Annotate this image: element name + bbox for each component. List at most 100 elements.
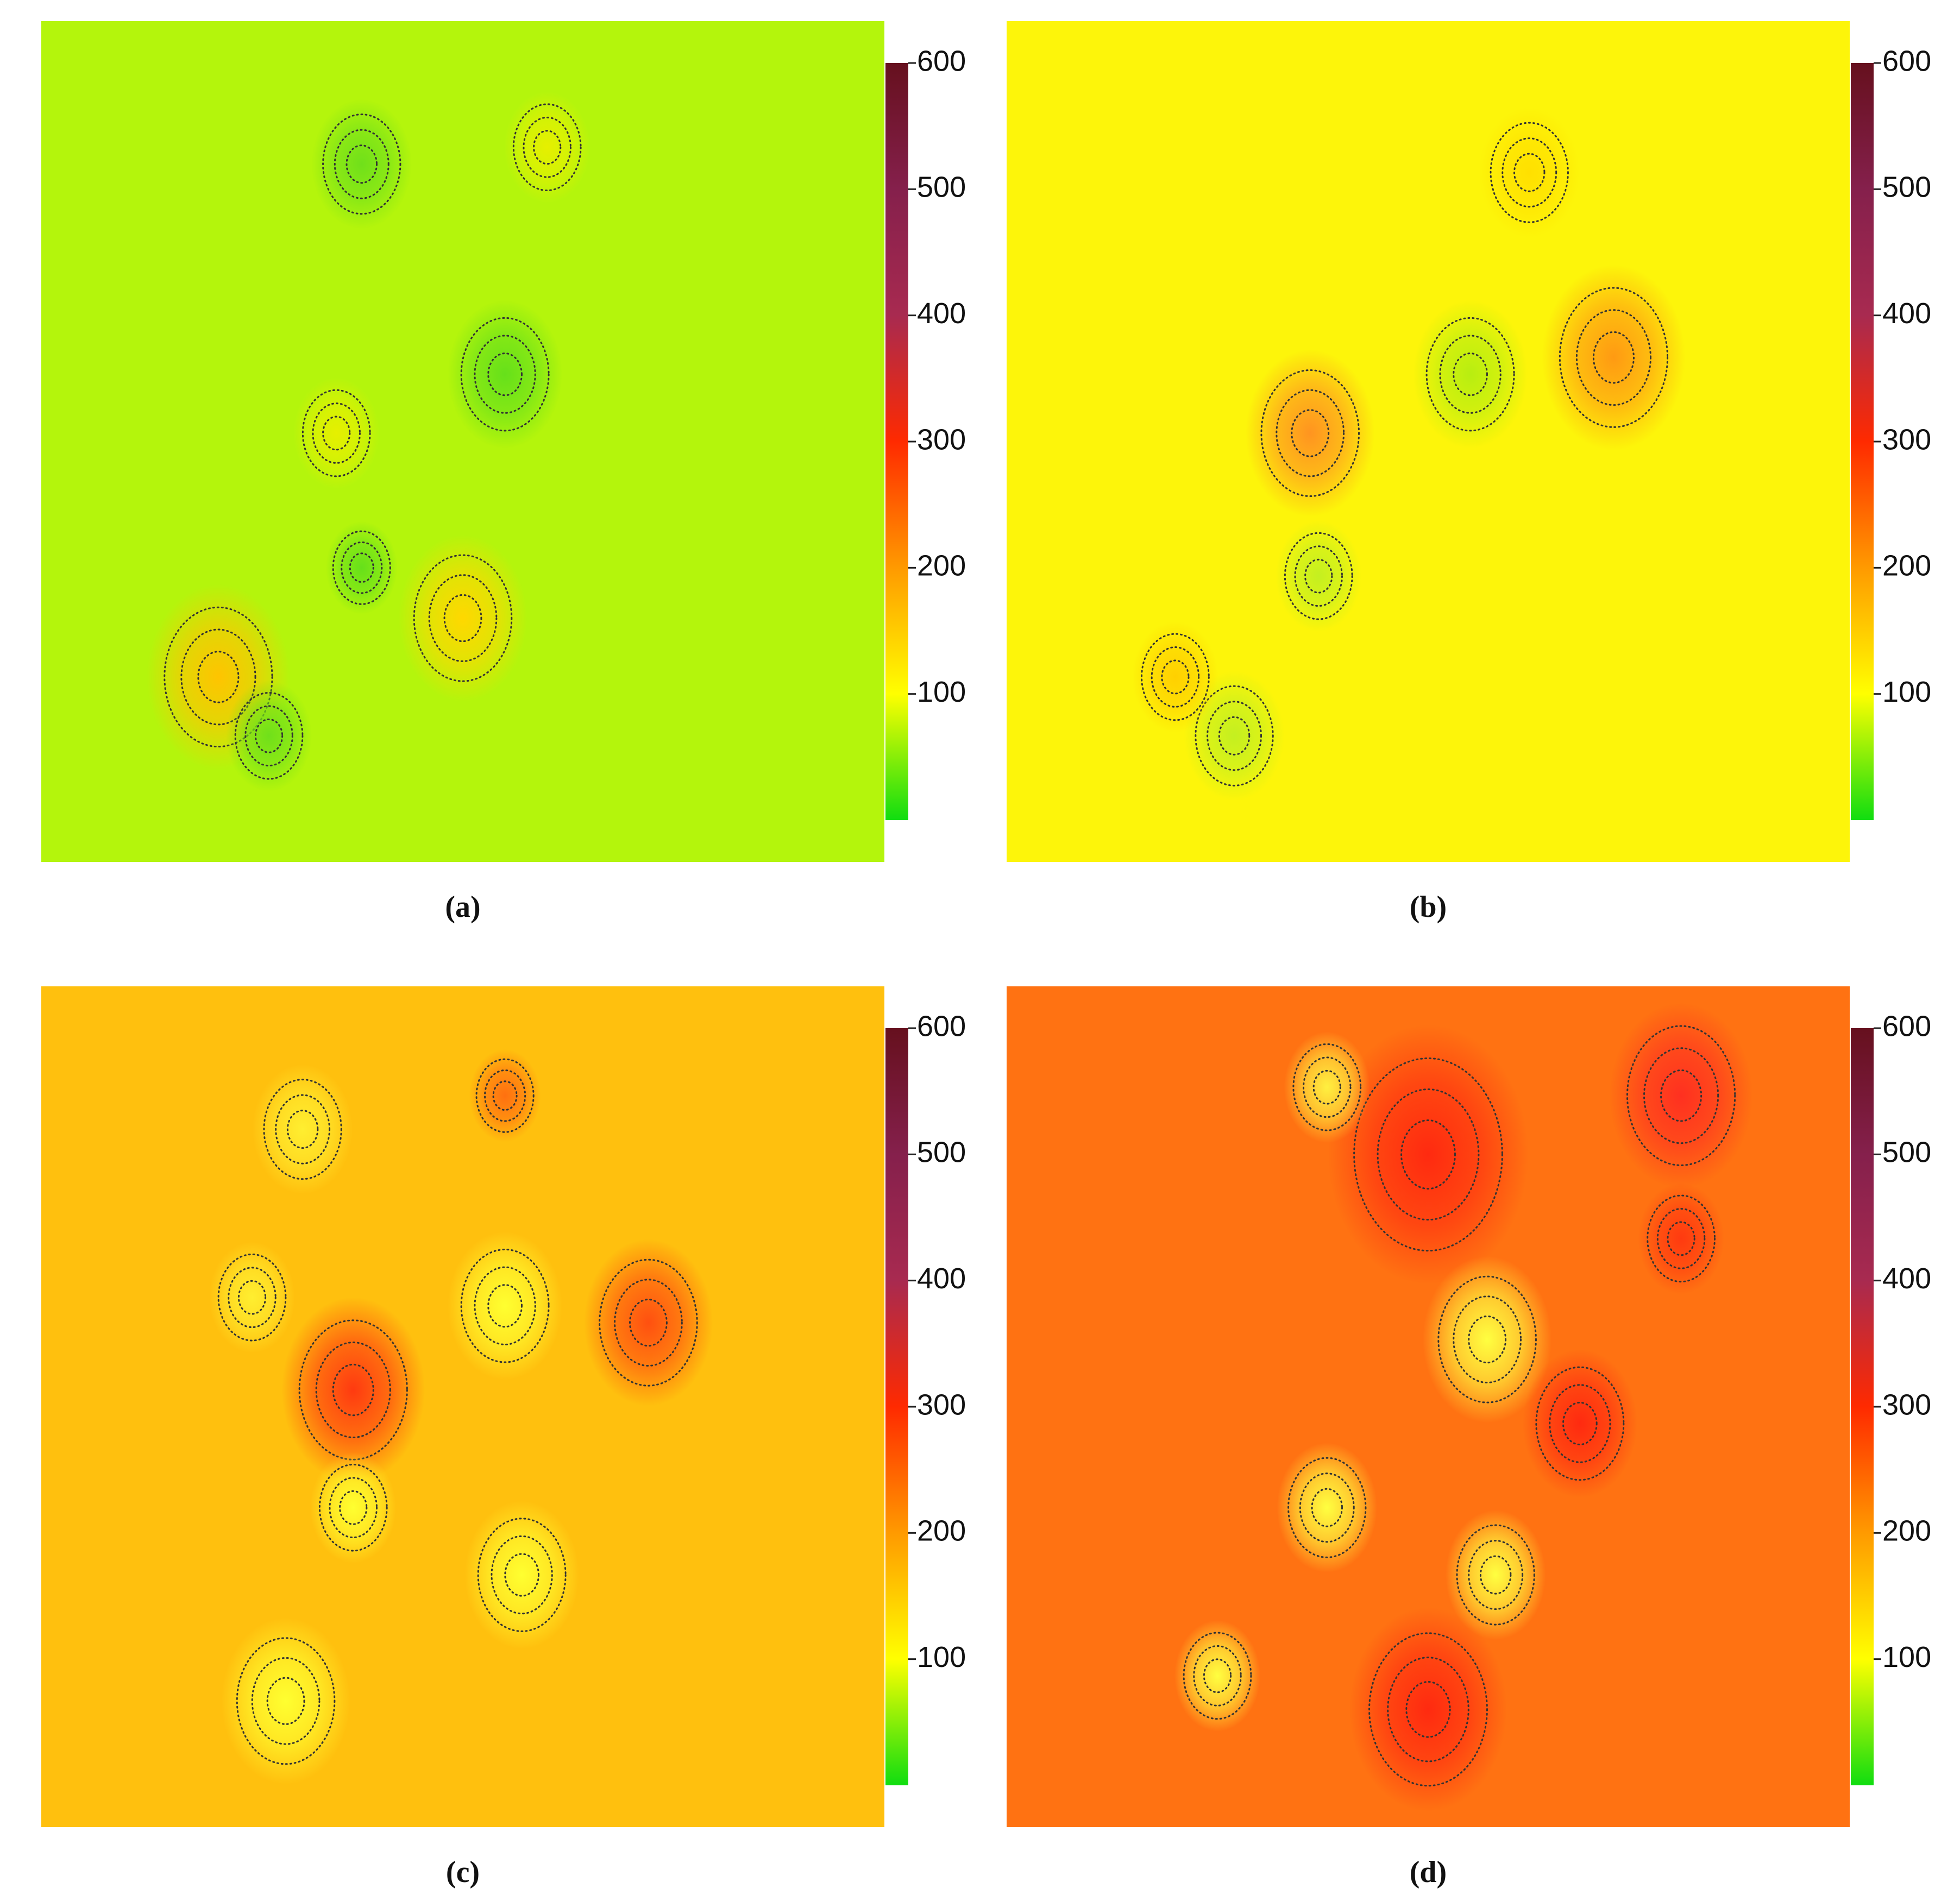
contour-line [1479,1555,1512,1595]
contour-line [1276,389,1345,477]
contour-line [1368,1632,1488,1787]
field-blob [464,1501,580,1650]
field-blob [310,1452,397,1564]
contour-line [523,116,571,178]
colorbar-tick-label: 400 [917,297,966,330]
field-blob [1479,108,1580,238]
colorbar-tick-label: 100 [917,676,966,708]
contour-line [1559,287,1669,428]
colorbar-tick-label: 500 [1882,1136,1931,1169]
contour-line [1193,1645,1242,1707]
contour-line [1292,1043,1362,1131]
field-blob [1522,1349,1637,1498]
contour-line [1287,1457,1367,1558]
field-blob [1276,520,1362,632]
contour-line [1353,1057,1503,1252]
colorbar-tick-label: 100 [1882,1641,1931,1673]
colorbar [1851,1028,1874,1785]
contour-line [474,335,536,414]
colorbar-tick-label: 300 [1882,1388,1931,1421]
contour-line [1513,153,1546,192]
contour-line [1562,1401,1598,1446]
field-blob [1245,349,1375,517]
colorbar-tick-label: 300 [1882,423,1931,456]
contour-line [1405,1680,1451,1738]
contour-line [1183,1632,1252,1720]
colorbar [885,63,908,820]
contour-line [599,1258,698,1387]
field-blob [1349,1607,1507,1812]
contour-line [1284,532,1353,620]
contour-line [1387,1657,1469,1762]
contour-line [1294,545,1343,607]
contour-line [228,1267,277,1329]
contour-line [1218,716,1251,756]
contour-line [1660,1069,1703,1122]
contour-line [428,574,498,662]
contour-line [266,1677,305,1725]
contour-line [349,552,374,583]
contour-line [237,1280,267,1315]
contour-line [1643,1047,1719,1144]
field-blob [1609,1003,1753,1188]
contour-line [315,1342,391,1439]
contour-line [474,1266,536,1345]
contour-line [312,402,361,464]
contour-line [1468,1540,1524,1610]
contour-line [1549,1384,1611,1463]
contour-line [484,1069,526,1122]
contour-line [1377,1088,1480,1221]
contour-line [332,1363,374,1417]
contour-line [1535,1366,1625,1481]
colorbar-tick-label: 600 [1882,1010,1931,1042]
contour-line [263,1079,342,1180]
field-blob [293,377,380,489]
colorbar-tick-label: 500 [1882,171,1931,204]
field-blob [1413,300,1528,449]
contour-line [1626,1025,1736,1166]
field-blob [1174,1620,1261,1732]
contour-line [1456,1524,1535,1626]
field-blob [398,534,527,702]
contour-line [1647,1194,1716,1283]
field-blob [1542,265,1686,450]
field-blob [504,91,590,203]
contour-line [341,541,383,594]
contour-line [301,389,371,477]
contour-line [329,1477,378,1539]
contour-line [1425,317,1515,432]
field-blob [325,521,398,614]
contour-line [251,1657,321,1745]
contour-line [1141,633,1210,721]
field-blob [281,1297,425,1483]
contour-line [164,606,273,748]
contour-line [487,1284,523,1328]
contour-line [334,129,390,199]
colorbar-tick-label: 400 [1882,1262,1931,1295]
contour-line [244,705,293,767]
contour-line [286,1110,319,1149]
contour-line [1291,409,1330,457]
contour-line [533,130,562,165]
field-blob [448,1231,563,1380]
contour-line [1575,309,1652,406]
field-blob [1277,1443,1378,1573]
contour-line [1400,1119,1456,1190]
field-blob [1422,1256,1552,1423]
contour-line [1207,701,1262,771]
contour-line [1656,1208,1706,1269]
contour-line [332,530,391,605]
contour-line [512,103,582,192]
colorbar-tick-label: 200 [917,1515,966,1547]
colorbar-tick-label: 200 [1882,550,1931,582]
colorbar-tick-label: 600 [917,1010,966,1042]
contour-line [180,628,256,726]
contour-line [1312,1069,1341,1105]
contour-line [1299,1472,1355,1543]
contour-line [217,1253,287,1342]
contour-line [1303,1056,1352,1118]
field-blob [1132,621,1218,733]
contour-line [1468,1315,1507,1364]
colorbar [1851,63,1874,820]
